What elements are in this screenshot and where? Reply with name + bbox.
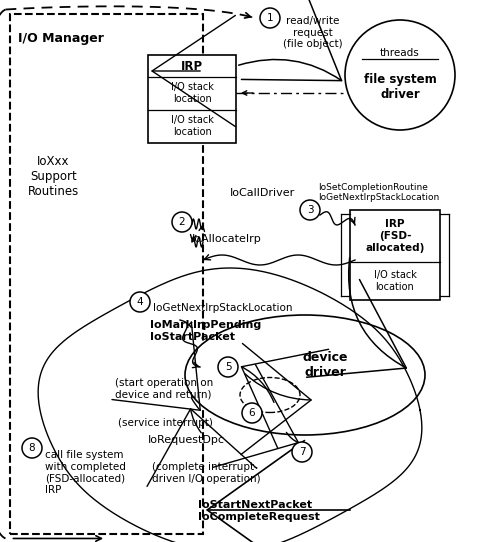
Ellipse shape [185,315,425,435]
Text: IoCallDriver: IoCallDriver [230,188,295,198]
Circle shape [242,403,262,423]
Text: 7: 7 [298,447,305,457]
Text: 1: 1 [267,13,273,23]
Text: 8: 8 [29,443,35,453]
Text: IRP: IRP [181,60,203,73]
Text: IoStartNextPacket
IoCompleteRequest: IoStartNextPacket IoCompleteRequest [198,500,320,521]
Text: (complete interrupt-
driven I/O operation): (complete interrupt- driven I/O operatio… [152,462,261,483]
Bar [148,55,236,143]
Circle shape [300,200,320,220]
Text: 5: 5 [225,362,231,372]
Text: (service interrupt): (service interrupt) [118,418,213,428]
Text: IoAllocateIrp: IoAllocateIrp [192,234,262,244]
Bar [350,210,440,300]
Ellipse shape [240,377,300,412]
Text: read/write
request
(file object): read/write request (file object) [283,16,343,49]
Text: (start operation on
device and return): (start operation on device and return) [115,378,213,399]
Text: 4: 4 [137,297,144,307]
Circle shape [260,8,280,28]
Circle shape [22,438,42,458]
Text: IRP
(FSD-
allocated): IRP (FSD- allocated) [365,220,425,253]
Text: IoGetNextIrpStackLocation: IoGetNextIrpStackLocation [153,303,293,313]
Circle shape [172,212,192,232]
Text: 2: 2 [179,217,185,227]
Text: I/O stack
location: I/O stack location [171,82,213,104]
Text: IoMarkIrpPending
IoStartPacket: IoMarkIrpPending IoStartPacket [150,320,261,341]
Text: threads: threads [380,48,420,58]
Bar [10,14,203,534]
Text: 3: 3 [307,205,313,215]
Text: IoSetCompletionRoutine
IoGetNextIrpStackLocation: IoSetCompletionRoutine IoGetNextIrpStack… [318,183,439,202]
Text: I/O Manager: I/O Manager [18,32,104,45]
Circle shape [130,292,150,312]
Text: IoRequestDpc: IoRequestDpc [148,435,225,445]
Text: file system
driver: file system driver [364,73,437,101]
Text: IoXxx
Support
Routines: IoXxx Support Routines [28,155,79,198]
Text: device
driver: device driver [302,351,348,379]
Circle shape [345,20,455,130]
Text: call file system
with completed
(FSD-allocated)
IRP: call file system with completed (FSD-all… [45,450,126,495]
Circle shape [292,442,312,462]
Text: I/O stack
location: I/O stack location [374,270,416,292]
Text: 6: 6 [248,408,255,418]
Circle shape [218,357,238,377]
Text: I/O stack
location: I/O stack location [171,115,213,137]
